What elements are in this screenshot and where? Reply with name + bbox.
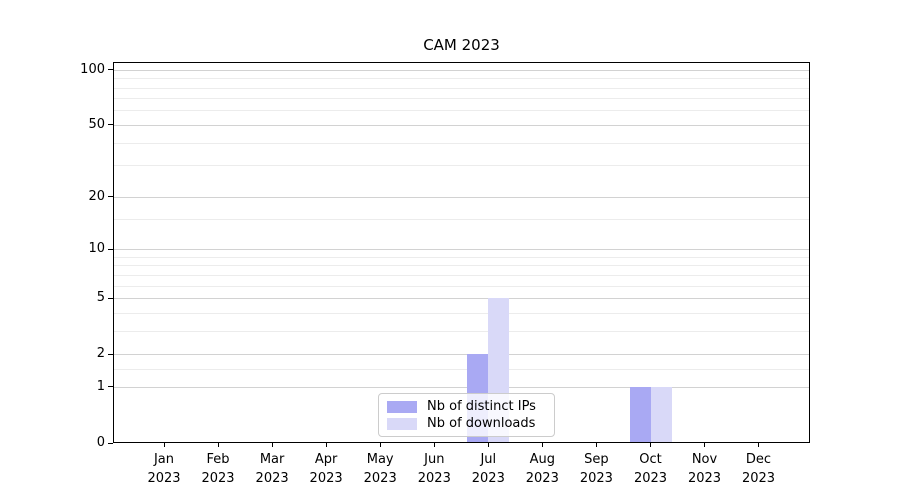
legend-swatch-distinct-ips: [387, 400, 417, 413]
y-tick: [108, 442, 113, 444]
y-tick: [108, 124, 113, 126]
y-tick-label: 10: [88, 241, 105, 256]
x-tick-label: Oct 2023: [633, 452, 668, 486]
y-gridline-minor: [113, 218, 810, 220]
y-gridline: [113, 124, 810, 126]
y-gridline: [113, 249, 810, 250]
y-gridline-minor: [113, 330, 810, 332]
y-tick-label: 50: [88, 116, 105, 132]
y-gridline-minor: [113, 165, 810, 167]
x-tick-label: May 2023: [363, 452, 397, 486]
y-tick: [108, 386, 113, 388]
y-tick-label: 0: [96, 435, 105, 450]
y-tick: [108, 353, 113, 355]
x-tick-label: Feb 2023: [201, 452, 235, 486]
x-tick: [217, 443, 219, 447]
y-gridline: [113, 298, 810, 299]
x-tick: [163, 443, 165, 447]
y-tick: [108, 297, 113, 299]
y-gridline-minor: [113, 142, 810, 144]
y-gridline: [113, 69, 810, 71]
x-tick-label: Aug 2023: [525, 452, 559, 486]
y-gridline-minor: [113, 256, 810, 258]
legend-item-distinct-ips: Nb of distinct IPs: [387, 399, 546, 414]
x-tick-label: Dec 2023: [741, 452, 776, 486]
x-tick-label: Nov 2023: [687, 452, 722, 486]
y-gridline: [113, 386, 810, 388]
y-gridline: [113, 196, 810, 198]
x-tick: [325, 443, 327, 447]
y-gridline-minor: [113, 265, 810, 267]
y-tick: [108, 248, 113, 250]
legend-swatch-downloads: [387, 417, 417, 430]
legend-item-downloads: Nb of downloads: [387, 416, 546, 431]
x-tick-label: Jun 2023: [417, 452, 451, 486]
plot-frame: [113, 62, 810, 443]
y-gridline-minor: [113, 110, 810, 112]
legend-label-downloads: Nb of downloads: [427, 416, 536, 431]
y-tick-label: 100: [80, 61, 105, 77]
x-tick-label: Jul 2023: [471, 452, 505, 486]
y-tick-label: 20: [88, 188, 105, 204]
x-tick: [487, 443, 489, 447]
x-tick: [541, 443, 543, 447]
y-tick-label: 2: [96, 346, 105, 362]
x-tick: [650, 443, 651, 447]
chart-title: CAM 2023: [423, 36, 500, 54]
y-gridline: [113, 354, 810, 356]
y-gridline-minor: [113, 368, 810, 370]
x-tick-label: Apr 2023: [309, 452, 343, 486]
x-tick: [758, 443, 759, 447]
y-tick: [108, 196, 113, 198]
y-gridline-minor: [113, 312, 810, 314]
x-tick-label: Jan 2023: [147, 452, 181, 486]
y-tick-label: 5: [96, 290, 105, 305]
y-gridline-minor: [113, 98, 810, 100]
legend: Nb of distinct IPs Nb of downloads: [378, 393, 555, 437]
y-tick: [108, 69, 113, 71]
bar: [650, 386, 672, 443]
bar: [629, 386, 651, 443]
x-tick: [433, 443, 435, 447]
x-tick: [595, 443, 597, 447]
y-gridline-minor: [113, 87, 810, 89]
y-gridline-minor: [113, 274, 810, 276]
y-gridline-minor: [113, 78, 810, 80]
x-tick: [704, 443, 705, 447]
y-tick-label: 1: [96, 378, 105, 394]
x-tick-label: Sep 2023: [579, 452, 613, 486]
legend-label-distinct-ips: Nb of distinct IPs: [427, 399, 536, 414]
x-tick-label: Mar 2023: [255, 452, 289, 486]
plot-area: Nb of distinct IPs Nb of downloads 0 1 2 5 1…: [80, 62, 810, 486]
x-tick: [271, 443, 273, 447]
y-gridline-minor: [113, 285, 810, 287]
x-tick: [379, 443, 381, 447]
